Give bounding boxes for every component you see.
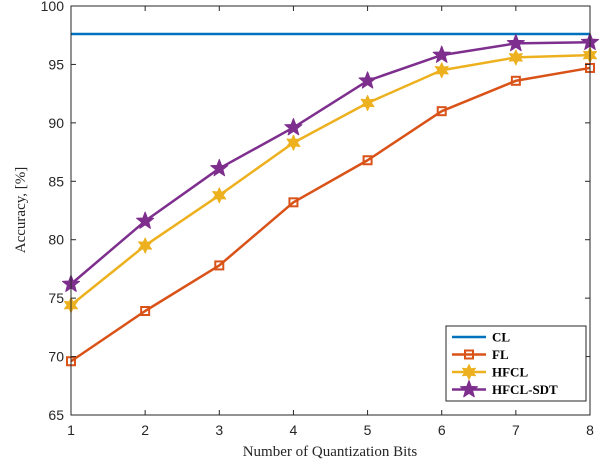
axes-layer: 1 2 3 4 5 6 7 8 65 70 75 80 85 90 95 100 (41, 0, 594, 438)
data-point-hfcl-sdt (432, 45, 451, 63)
data-point-hfcl (212, 187, 227, 204)
x-tick-label: 2 (141, 422, 149, 438)
data-point-fl (436, 106, 447, 117)
y-axis-title: Accuracy, [%] (13, 167, 29, 253)
y-tick-label: 70 (48, 349, 64, 365)
data-point-fl (510, 75, 521, 86)
data-point-hfcl (360, 94, 375, 111)
x-tick-label: 8 (586, 422, 594, 438)
x-tick-label: 5 (364, 422, 372, 438)
x-tick-label: 1 (67, 422, 75, 438)
legend-marker-hfcl (462, 364, 476, 380)
y-tick-label: 100 (41, 0, 65, 14)
x-tick-label: 7 (512, 422, 520, 438)
axes-box (70, 5, 591, 416)
data-point-hfcl (138, 237, 153, 254)
series-line-fl (70, 66, 591, 363)
legend-label-fl: FL (492, 347, 509, 362)
x-axis-title: Number of Quantization Bits (243, 444, 418, 460)
data-point-hfcl-sdt (210, 158, 229, 177)
legend-label-hfcl-sdt: HFCL-SDT (492, 382, 558, 397)
data-point-fl (140, 305, 151, 316)
y-tick-label: 80 (48, 232, 64, 248)
data-point-fl (362, 155, 373, 166)
x-tick-label: 4 (290, 422, 298, 438)
y-tick-label: 65 (48, 407, 64, 423)
y-tick-label: 85 (48, 173, 64, 189)
data-point-fl (214, 260, 225, 271)
data-point-hfcl-sdt (284, 118, 303, 136)
legend-marker-hfcl-sdt (459, 380, 479, 398)
legend-marker-fl (464, 349, 474, 360)
y-tick-label: 95 (48, 56, 64, 72)
series-line-hfcl (70, 53, 591, 307)
legend-label-hfcl: HFCL (492, 365, 528, 380)
data-point-hfcl-sdt (506, 33, 525, 52)
legend: CL FL HFCL HFCL-SDT (445, 325, 587, 402)
series-line-hfcl-sdt (70, 40, 591, 286)
data-point-hfcl (434, 62, 449, 79)
legend-label-cl: CL (492, 330, 510, 345)
x-tick-label: 6 (438, 422, 446, 438)
y-tick-label: 90 (48, 115, 64, 131)
data-point-hfcl (508, 49, 523, 66)
data-point-hfcl-sdt (358, 71, 377, 89)
data-point-hfcl-sdt (136, 211, 155, 229)
x-tick-label: 3 (215, 422, 223, 438)
y-tick-label: 75 (48, 290, 64, 306)
data-point-fl (288, 197, 299, 208)
data-point-hfcl (286, 134, 301, 151)
